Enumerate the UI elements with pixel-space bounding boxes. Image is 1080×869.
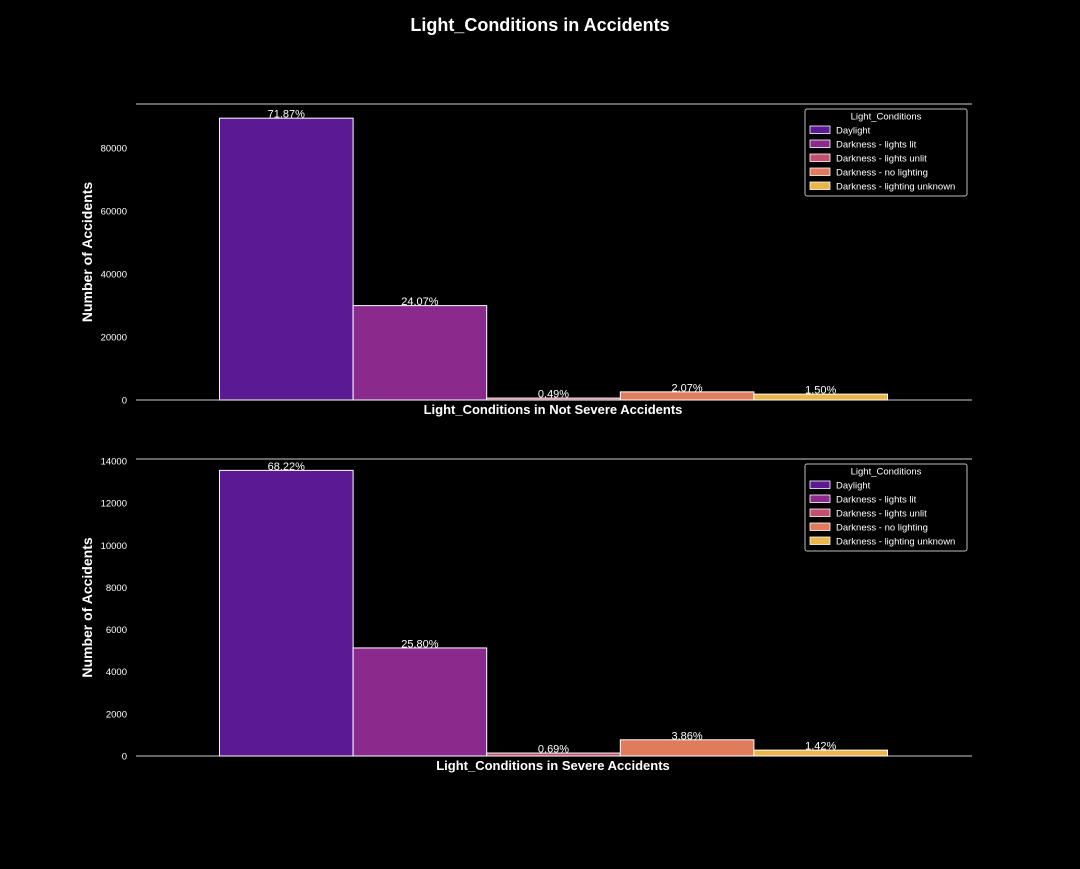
- x-axis-label: Light_Conditions in Not Severe Accidents: [424, 402, 683, 417]
- subplot-1: 0 20000 40000 60000 80000 Number of Accidents…: [79, 103, 972, 417]
- y-axis-label: Number of Accidents: [79, 537, 95, 677]
- bar-2: [352, 647, 488, 757]
- bar-1: [219, 469, 354, 757]
- bar-label-2: 24.07%: [401, 296, 439, 308]
- legend-box: [804, 108, 968, 197]
- legend-box: [804, 463, 968, 552]
- legend-swatch-2: [809, 494, 831, 503]
- legend-entry-5: Darkness - lighting unknown: [836, 182, 955, 193]
- y-axis-label: Number of Accidents: [79, 182, 95, 322]
- legend-entry-3: Darkness - lights unlit: [836, 509, 927, 520]
- bar-5: [753, 749, 889, 757]
- bar-label-5: 1.50%: [805, 385, 836, 397]
- bar-label-1: 68.22%: [268, 461, 306, 473]
- y-tick-label: 2000: [106, 709, 127, 720]
- legend-entry-5: Darkness - lighting unknown: [836, 537, 955, 548]
- legend-title: Light_Conditions: [851, 112, 922, 123]
- y-tick-label: 6000: [106, 625, 127, 636]
- y-tick-label: 20000: [101, 333, 127, 344]
- x-axis-label: Light_Conditions in Severe Accidents: [436, 758, 670, 773]
- bar-2: [352, 305, 488, 401]
- subplot-2: 0 2000 4000 6000 8000 10000 12000 14000 Number o…: [79, 457, 972, 773]
- bar-label-5: 1.42%: [805, 741, 836, 753]
- legend-swatch-1: [809, 125, 831, 134]
- y-tick-label: 4000: [106, 667, 127, 678]
- y-tick-label: 60000: [101, 207, 127, 218]
- y-tick-label: 80000: [101, 144, 127, 155]
- bar-label-4: 2.07%: [671, 382, 702, 394]
- legend-swatch-5: [809, 536, 831, 545]
- legend-entry-4: Darkness - no lighting: [836, 168, 928, 179]
- legend-swatch-4: [809, 167, 831, 176]
- bar-5: [753, 393, 889, 401]
- legend-entry-2: Darkness - lights lit: [836, 140, 917, 151]
- legend-swatch-3: [809, 508, 831, 517]
- y-tick-label: 14000: [101, 457, 127, 468]
- y-tick-label: 0: [122, 396, 127, 407]
- bar-label-3: 0.69%: [538, 744, 569, 756]
- bar-4: [619, 739, 755, 757]
- legend-entry-2: Darkness - lights lit: [836, 495, 917, 506]
- y-tick-label: 10000: [101, 541, 127, 552]
- bar-1: [219, 117, 354, 401]
- y-tick-label: 8000: [106, 583, 127, 594]
- figure-title: Light_Conditions in Accidents: [410, 15, 669, 35]
- legend-entry-1: Daylight: [836, 126, 871, 137]
- legend-title: Light_Conditions: [851, 467, 922, 478]
- legend-swatch-1: [809, 480, 831, 489]
- bar-label-3: 0.49%: [538, 389, 569, 401]
- bar-label-4: 3.86%: [671, 730, 702, 742]
- legend-swatch-5: [809, 181, 831, 190]
- legend-entry-4: Darkness - no lighting: [836, 523, 928, 534]
- y-tick-label: 0: [122, 752, 127, 763]
- legend-swatch-4: [809, 522, 831, 531]
- bar-label-1: 71.87%: [268, 109, 306, 121]
- legend-entry-1: Daylight: [836, 481, 871, 492]
- y-tick-label: 40000: [101, 270, 127, 281]
- y-tick-label: 12000: [101, 499, 127, 510]
- legend-swatch-2: [809, 139, 831, 148]
- bar-label-2: 25.80%: [401, 638, 439, 650]
- legend-entry-3: Darkness - lights unlit: [836, 154, 927, 165]
- legend-swatch-3: [809, 153, 831, 162]
